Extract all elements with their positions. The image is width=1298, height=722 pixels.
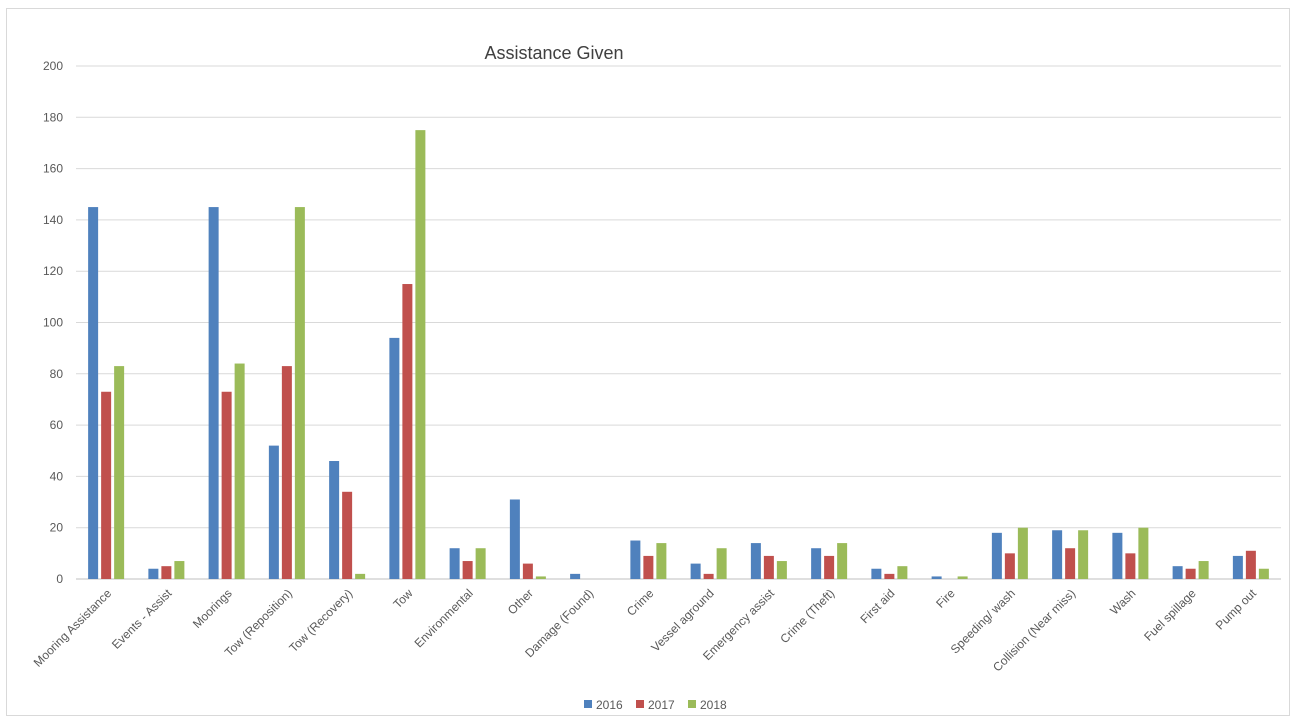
bar-2016 [389, 337, 400, 579]
bar-2016 [991, 532, 1002, 579]
bar-2017 [643, 555, 654, 579]
x-tick-label: Wash [1107, 586, 1138, 617]
bar-2016 [329, 461, 340, 579]
bar-2018 [1138, 527, 1149, 579]
y-axis: 0 20 40 60 80 100 120 140 160 180 200 [43, 59, 63, 586]
bar-2018 [1258, 568, 1269, 579]
bar-2016 [811, 548, 822, 579]
bar-2016 [630, 540, 641, 579]
bar-2017 [824, 555, 835, 579]
x-tick-label: Crime (Theft) [777, 586, 837, 646]
bar-2017 [281, 366, 292, 579]
legend-swatch-2016 [584, 700, 592, 708]
bar-2018 [1078, 530, 1089, 579]
y-tick-label: 0 [56, 572, 63, 586]
bar-2016 [509, 499, 520, 579]
x-tick-label: Events - Assist [109, 586, 175, 652]
bar-2018 [114, 366, 125, 579]
x-tick-label: Fire [933, 586, 958, 611]
y-tick-label: 80 [50, 367, 64, 381]
bar-2018 [535, 576, 546, 579]
chart-title: Assistance Given [484, 43, 623, 63]
bar-2018 [957, 576, 968, 579]
bar-2016 [1052, 530, 1063, 579]
x-tick-label: Other [505, 586, 536, 617]
bar-2018 [475, 548, 486, 579]
x-tick-label: Environmental [412, 586, 476, 650]
x-tick-label: Moorings [190, 586, 235, 631]
bar-2018 [1198, 561, 1209, 579]
x-tick-label: Vessel aground [648, 586, 716, 654]
y-tick-label: 200 [43, 59, 63, 73]
bar-2018 [415, 130, 426, 579]
legend: 2016 2017 2018 [584, 698, 727, 712]
bar-2017 [402, 284, 413, 579]
bar-2018 [174, 561, 185, 579]
bar-2016 [88, 207, 99, 579]
bar-2018 [294, 207, 305, 579]
legend-label-2016: 2016 [596, 698, 623, 712]
y-tick-label: 120 [43, 264, 63, 278]
bar-2017 [884, 573, 895, 579]
bar-2017 [763, 555, 774, 579]
bar-2016 [871, 568, 882, 579]
bar-2016 [148, 568, 159, 579]
bar-2017 [522, 563, 533, 579]
y-tick-label: 180 [43, 110, 63, 124]
chart-frame [6, 8, 1290, 716]
y-tick-label: 40 [50, 469, 64, 483]
bar-2018 [355, 573, 366, 579]
bar-2017 [342, 491, 353, 579]
bar-2017 [1065, 548, 1076, 579]
y-tick-label: 20 [50, 521, 64, 535]
gridlines [76, 65, 1281, 580]
bar-2018 [716, 548, 727, 579]
bar-2016 [750, 543, 761, 579]
x-tick-label: Crime [624, 586, 657, 619]
bar-2016 [690, 563, 701, 579]
y-tick-label: 160 [43, 162, 63, 176]
bars [88, 130, 1269, 579]
bar-2018 [776, 561, 787, 579]
bar-2017 [1004, 553, 1015, 579]
legend-label-2018: 2018 [700, 698, 727, 712]
bar-2017 [1245, 550, 1256, 579]
bar-2018 [656, 543, 667, 579]
legend-swatch-2017 [636, 700, 644, 708]
bar-2017 [462, 561, 473, 579]
bar-2017 [101, 391, 112, 579]
bar-2017 [221, 391, 232, 579]
bar-2016 [570, 573, 581, 579]
bar-2017 [1125, 553, 1136, 579]
bar-2017 [703, 573, 714, 579]
x-tick-label: Mooring Assistance [31, 586, 115, 670]
bar-2016 [208, 207, 219, 579]
y-tick-label: 100 [43, 316, 63, 330]
legend-swatch-2018 [688, 700, 696, 708]
bar-2018 [837, 543, 848, 579]
y-tick-label: 60 [50, 418, 64, 432]
bar-2016 [1172, 566, 1183, 579]
bar-2018 [234, 363, 245, 579]
x-tick-label: First aid [857, 586, 897, 626]
x-tick-label: Tow (Recovery) [286, 586, 355, 655]
bar-2016 [449, 548, 460, 579]
x-tick-label: Tow [391, 586, 416, 611]
bar-2018 [1017, 527, 1028, 579]
bar-2018 [897, 566, 908, 579]
bar-2016 [1232, 555, 1243, 579]
bar-2017 [1185, 568, 1196, 579]
bar-2016 [931, 576, 942, 579]
x-tick-label: Fuel spillage [1141, 586, 1199, 644]
bar-2017 [161, 566, 172, 579]
y-tick-label: 140 [43, 213, 63, 227]
x-tick-label: Pump out [1213, 586, 1260, 633]
legend-label-2017: 2017 [648, 698, 675, 712]
bar-2016 [268, 445, 279, 579]
bar-2016 [1112, 532, 1123, 579]
